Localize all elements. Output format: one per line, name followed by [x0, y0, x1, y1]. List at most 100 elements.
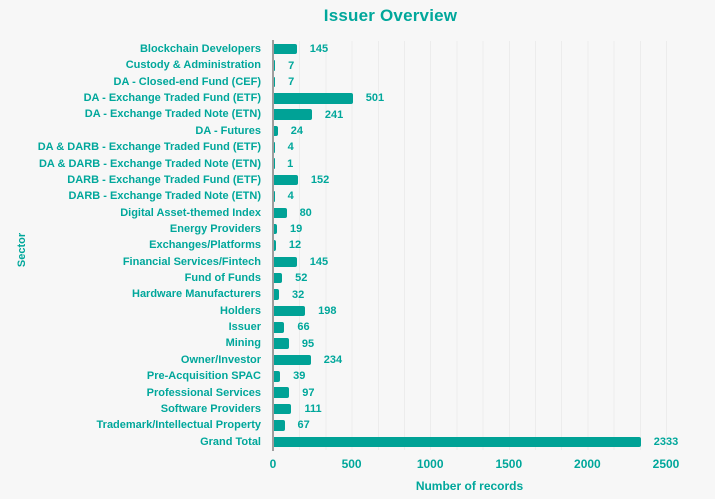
x-tick-label: 500: [341, 457, 362, 471]
bar-row: 66: [274, 319, 310, 335]
bar-value-label: 145: [309, 255, 329, 268]
bar[interactable]: [274, 76, 276, 88]
bar-row: 97: [274, 385, 314, 401]
bar-value-label: 24: [290, 124, 304, 137]
bar-value-label: 39: [293, 370, 306, 383]
bar-row: 52: [274, 270, 307, 286]
x-axis-title: Number of records: [415, 479, 524, 493]
bar-row: 501: [274, 90, 384, 106]
bar[interactable]: [274, 272, 283, 284]
category-label: DA - Exchange Traded Note (ETN): [84, 108, 261, 121]
bar-value-label: 1: [287, 157, 294, 170]
category-label: Digital Asset-themed Index: [120, 206, 261, 219]
bar-value-label: 97: [302, 386, 315, 399]
bar-row: 12: [274, 237, 301, 253]
bar-row: 24: [274, 123, 303, 139]
bar[interactable]: [274, 289, 280, 300]
bar[interactable]: [274, 43, 297, 55]
chart-title: Issuer Overview: [323, 6, 458, 25]
category-label: Hardware Manufacturers: [132, 288, 261, 301]
category-label: Energy Providers: [169, 222, 261, 235]
category-label: Issuer: [228, 321, 261, 334]
category-label: Custody & Administration: [125, 59, 261, 72]
category-label: DA - Futures: [195, 124, 261, 137]
bar[interactable]: [274, 371, 281, 382]
bar-row: 39: [274, 368, 305, 384]
category-label: DA - Exchange Traded Fund (ETF): [83, 92, 261, 105]
bar-value-label: 152: [310, 174, 330, 187]
category-label: Pre-Acquisition SPAC: [146, 370, 261, 383]
bar[interactable]: [274, 93, 353, 104]
bar[interactable]: [274, 436, 641, 448]
bar[interactable]: [274, 387, 290, 398]
x-tick-label: 0: [269, 457, 277, 471]
bar-value-label: 4: [287, 190, 294, 203]
category-label: Holders: [220, 304, 261, 317]
bar-value-label: 2333: [653, 435, 679, 448]
bar-value-label: 95: [301, 337, 315, 350]
bar-row: 4: [274, 139, 294, 155]
x-axis-ticks: 0 500 1000 1500 2000 2500: [269, 457, 680, 471]
x-tick-label: 2000: [574, 457, 601, 471]
bar-value-label: 66: [297, 321, 310, 334]
category-label: DARB - Exchange Traded Note (ETN): [68, 190, 261, 203]
bar-value-label: 145: [309, 43, 329, 56]
x-tick-label: 1000: [416, 457, 444, 471]
bar[interactable]: [274, 142, 275, 153]
bar[interactable]: [274, 403, 292, 415]
category-label: Mining: [225, 337, 261, 350]
bar-row: 241: [274, 106, 343, 122]
bar[interactable]: [274, 354, 311, 366]
bar-row: 4: [274, 188, 294, 204]
category-label: DARB - Exchange Traded Fund (ETF): [67, 173, 261, 186]
category-label: Grand Total: [200, 435, 261, 448]
bar-value-label: 234: [323, 354, 343, 366]
bar-value-label: 80: [299, 206, 312, 219]
bar-row: 145: [274, 254, 328, 270]
category-label: Financial Services/Fintech: [122, 255, 261, 268]
bar-row: 234: [274, 352, 342, 368]
bar-row: 95: [274, 335, 314, 351]
bar-value-label: 32: [292, 288, 305, 301]
bar[interactable]: [274, 125, 278, 137]
category-label: Trademark/Intellectual Property: [96, 419, 261, 432]
bar-row: 67: [274, 417, 310, 433]
category-label: Fund of Funds: [184, 272, 261, 285]
bar[interactable]: [274, 223, 277, 235]
bar[interactable]: [274, 338, 289, 349]
x-tick-label: 2500: [652, 457, 680, 471]
bar-value-label: 7: [288, 75, 295, 88]
plot-area: 145 7 7 501 241 24 4 1 152 4 80 19 12 145 52 32 198 66 95 2…: [274, 41, 678, 450]
bar[interactable]: [274, 256, 297, 268]
bar-row: 111: [274, 401, 322, 417]
category-label: Professional Services: [146, 386, 261, 399]
bar[interactable]: [274, 305, 306, 317]
bar-row: 32: [274, 286, 304, 302]
category-axis: Blockchain Developers Custody & Administr…: [0, 41, 267, 450]
bar-row: 7: [274, 74, 294, 90]
bar[interactable]: [274, 207, 287, 219]
bar-value-label: 198: [318, 304, 337, 317]
bar-row: 2333: [274, 434, 678, 450]
bar[interactable]: [274, 109, 312, 120]
bar-row: 7: [274, 57, 294, 73]
bar-value-label: 241: [324, 108, 344, 121]
category-label: Software Providers: [160, 402, 261, 415]
bar[interactable]: [274, 420, 285, 431]
bar-value-label: 12: [288, 239, 302, 252]
bar[interactable]: [274, 322, 285, 333]
category-label: DA & DARB - Exchange Traded Note (ETN): [38, 157, 261, 170]
bar-value-label: 111: [304, 403, 322, 416]
bar-value-label: 7: [288, 59, 295, 72]
bar[interactable]: [274, 174, 298, 186]
bar-row: 145: [274, 41, 328, 57]
bar-value-label: 4: [287, 141, 294, 154]
bar[interactable]: [274, 191, 275, 202]
bar[interactable]: [274, 60, 276, 71]
bar-value-label: 19: [289, 223, 303, 236]
category-label: Exchanges/Platforms: [149, 239, 261, 252]
bar[interactable]: [274, 240, 276, 251]
x-tick-label: 1500: [495, 457, 523, 471]
bar-row: 1: [274, 156, 293, 172]
bar-row: 19: [274, 221, 302, 237]
